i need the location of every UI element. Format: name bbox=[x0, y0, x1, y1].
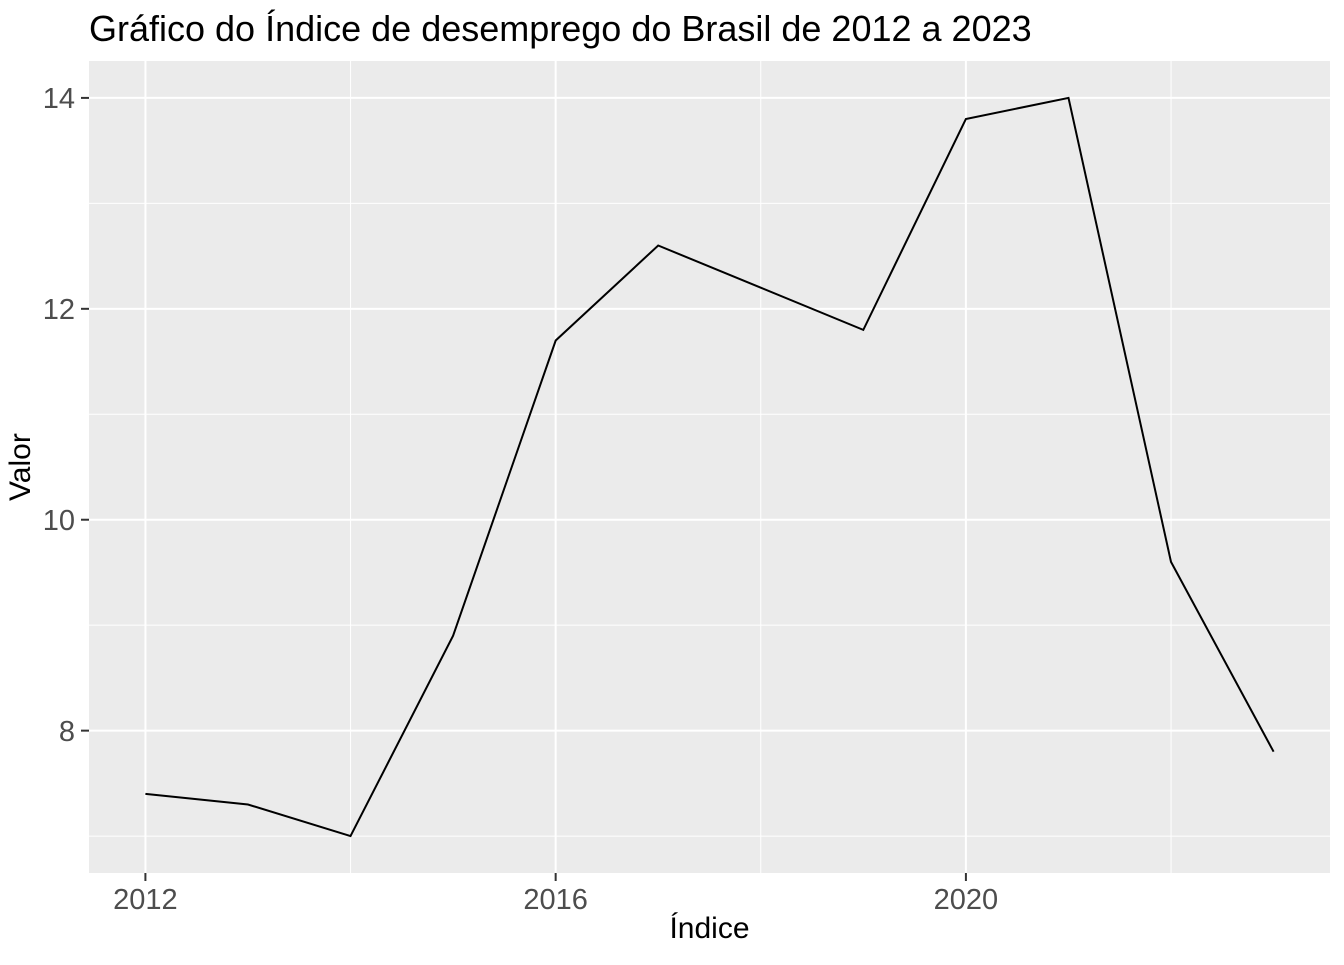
x-tick-label: 2012 bbox=[113, 884, 178, 916]
y-tick-label: 10 bbox=[43, 505, 75, 537]
y-tick-label: 12 bbox=[43, 294, 75, 326]
plot-panel bbox=[89, 61, 1330, 873]
chart-title: Gráfico do Índice de desemprego do Brasi… bbox=[89, 8, 1032, 49]
x-tick-label: 2016 bbox=[523, 884, 588, 916]
y-axis-title: Valor bbox=[4, 433, 37, 501]
y-tick-label: 14 bbox=[43, 83, 75, 115]
x-axis-title: Índice bbox=[669, 912, 750, 945]
data-line bbox=[145, 96, 1275, 838]
x-tick-label: 2020 bbox=[934, 884, 999, 916]
y-tick-label: 8 bbox=[59, 716, 75, 748]
